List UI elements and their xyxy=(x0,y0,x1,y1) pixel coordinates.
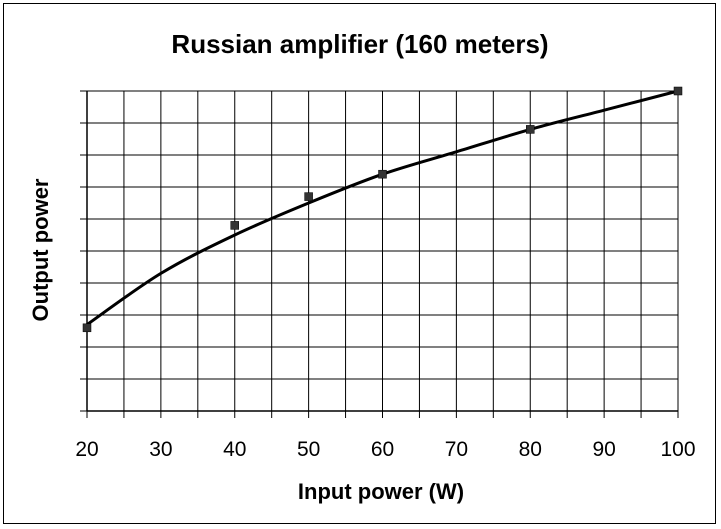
chart-frame xyxy=(3,3,716,524)
data-point xyxy=(526,125,535,134)
grid xyxy=(86,90,679,412)
x-tick-label: 80 xyxy=(519,438,542,461)
x-tick-label: 30 xyxy=(149,438,172,461)
data-point xyxy=(230,221,239,230)
x-tick-label: 70 xyxy=(445,438,468,461)
data-point xyxy=(304,192,313,201)
x-axis-label: Input power (W) xyxy=(298,479,464,504)
x-tick-label: 60 xyxy=(371,438,394,461)
x-tick-label: 90 xyxy=(592,438,615,461)
data-point xyxy=(673,86,683,96)
chart-title: Russian amplifier (160 meters) xyxy=(171,29,548,59)
x-tick-labels: 20 30 40 50 60 70 80 90 100 xyxy=(75,438,695,461)
x-tick-label: 20 xyxy=(75,438,98,461)
y-axis-label: Output power xyxy=(28,178,53,321)
data-point xyxy=(378,169,387,179)
data-point xyxy=(82,323,92,333)
x-tick-label: 40 xyxy=(223,438,246,461)
x-tick-label: 100 xyxy=(660,438,695,461)
data-points xyxy=(82,86,683,333)
axes xyxy=(80,90,679,418)
x-tick-label: 50 xyxy=(297,438,320,461)
